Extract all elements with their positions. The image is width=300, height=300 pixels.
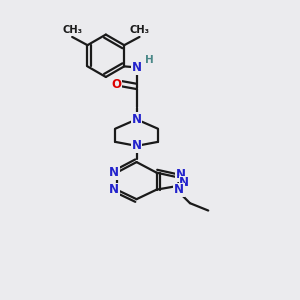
Text: N: N — [109, 166, 119, 179]
Text: N: N — [132, 140, 142, 152]
Text: N: N — [109, 183, 119, 196]
Text: O: O — [112, 77, 122, 91]
Text: N: N — [132, 61, 142, 74]
Text: N: N — [179, 176, 189, 189]
Text: N: N — [176, 168, 186, 181]
Text: N: N — [132, 113, 142, 126]
Text: CH₃: CH₃ — [62, 26, 82, 35]
Text: H: H — [145, 55, 154, 64]
Text: CH₃: CH₃ — [130, 26, 149, 35]
Text: N: N — [174, 183, 184, 196]
